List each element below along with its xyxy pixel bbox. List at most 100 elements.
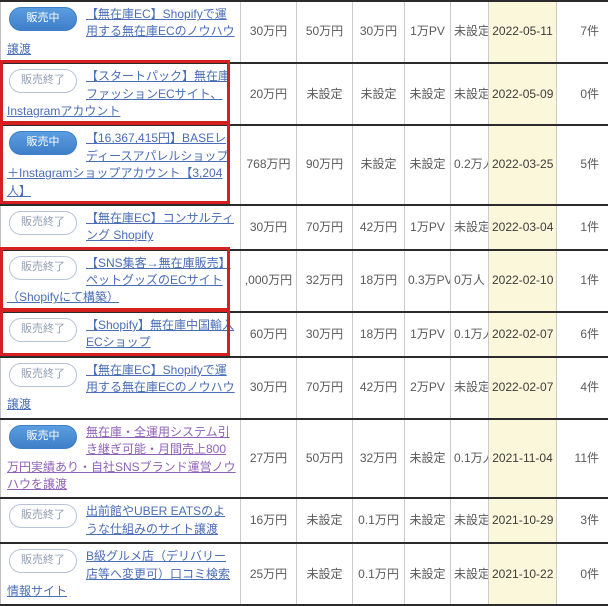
title-cell: 販売中 無在庫・全運用システム引き継ぎ可能・月間売上800万円実績あり・自社SN… bbox=[1, 419, 241, 499]
status-badge: 販売終了 bbox=[9, 256, 77, 280]
date-cell: 2021-11-04 bbox=[489, 419, 557, 499]
inquiry-count-cell: 4件 bbox=[557, 357, 608, 419]
pageview-cell: 2万PV bbox=[405, 357, 451, 419]
price3-cell: 42万円 bbox=[353, 205, 405, 250]
pageview-cell: 1万PV bbox=[405, 1, 451, 63]
inquiry-count-cell: 3件 bbox=[557, 498, 608, 543]
status-badge: 販売終了 bbox=[9, 69, 77, 93]
followers-cell: 未設定 bbox=[451, 1, 489, 63]
price1-cell: 30万円 bbox=[241, 1, 297, 63]
price3-cell: 未設定 bbox=[353, 125, 405, 205]
price2-cell: 未設定 bbox=[297, 63, 353, 125]
followers-cell: 未設定 bbox=[451, 205, 489, 250]
inquiry-count-cell: 5件 bbox=[557, 125, 608, 205]
price3-cell: 0.1万円 bbox=[353, 543, 405, 605]
inquiry-count-cell: 0件 bbox=[557, 543, 608, 605]
inquiry-count-cell: 7件 bbox=[557, 1, 608, 63]
pageview-cell: 未設定 bbox=[405, 543, 451, 605]
followers-cell: 0万人 bbox=[451, 250, 489, 312]
inquiry-count-cell: 1件 bbox=[557, 250, 608, 312]
status-badge: 販売終了 bbox=[9, 549, 77, 573]
status-badge: 販売終了 bbox=[9, 363, 77, 387]
title-cell: 販売終了 【SNS集客→無在庫販売】ペットグッズのECサイト（Shopifyにて… bbox=[1, 250, 241, 312]
date-cell: 2022-02-10 bbox=[489, 250, 557, 312]
price3-cell: 32万円 bbox=[353, 419, 405, 499]
price2-cell: 未設定 bbox=[297, 498, 353, 543]
title-cell: 販売終了 【無在庫EC】Shopifyで運用する無在庫ECのノウハウ譲渡 bbox=[1, 357, 241, 419]
listing-title-link[interactable]: 【無在庫EC】コンサルティング Shopify bbox=[86, 211, 234, 242]
price1-cell: 27万円 bbox=[241, 419, 297, 499]
pageview-cell: 0.3万PV bbox=[405, 250, 451, 312]
price3-cell: 未設定 bbox=[353, 63, 405, 125]
price2-cell: 32万円 bbox=[297, 250, 353, 312]
price2-cell: 30万円 bbox=[297, 312, 353, 357]
table-row: 販売終了 【無在庫EC】コンサルティング Shopify 30万円 70万円 4… bbox=[1, 205, 608, 250]
listing-title-link[interactable]: 出前館やUBER EATSのような仕組みのサイト譲渡 bbox=[86, 504, 225, 535]
title-cell: 販売終了 出前館やUBER EATSのような仕組みのサイト譲渡 bbox=[1, 498, 241, 543]
date-cell: 2021-10-22 bbox=[489, 543, 557, 605]
pageview-cell: 1万PV bbox=[405, 312, 451, 357]
table-row: 販売中 【16,367,415円】BASEレディースアパレルショップ＋Insta… bbox=[1, 125, 608, 205]
followers-cell: 未設定 bbox=[451, 357, 489, 419]
table-row: 販売終了 【スタートパック】無在庫ファッションECサイト、Instagramアカ… bbox=[1, 63, 608, 125]
status-badge: 販売終了 bbox=[9, 318, 77, 342]
table-row: 販売終了 出前館やUBER EATSのような仕組みのサイト譲渡 16万円 未設定… bbox=[1, 498, 608, 543]
followers-cell: 0.1万人 bbox=[451, 419, 489, 499]
followers-cell: 未設定 bbox=[451, 63, 489, 125]
table-row: 販売終了 【Shopify】無在庫中国輸入ECショップ 60万円 30万円 18… bbox=[1, 312, 608, 357]
price2-cell: 50万円 bbox=[297, 1, 353, 63]
inquiry-count-cell: 6件 bbox=[557, 312, 608, 357]
price2-cell: 未設定 bbox=[297, 543, 353, 605]
status-badge: 販売終了 bbox=[9, 504, 77, 528]
price1-cell: 16万円 bbox=[241, 498, 297, 543]
table-row: 販売終了 【無在庫EC】Shopifyで運用する無在庫ECのノウハウ譲渡 30万… bbox=[1, 357, 608, 419]
price3-cell: 18万円 bbox=[353, 312, 405, 357]
listing-title-link[interactable]: 【Shopify】無在庫中国輸入ECショップ bbox=[86, 318, 234, 349]
date-cell: 2021-10-29 bbox=[489, 498, 557, 543]
price1-cell: 60万円 bbox=[241, 312, 297, 357]
price2-cell: 90万円 bbox=[297, 125, 353, 205]
price3-cell: 30万円 bbox=[353, 1, 405, 63]
pageview-cell: 未設定 bbox=[405, 125, 451, 205]
table-row: 販売終了 B級グルメ店（デリバリー店等へ変更可）口コミ検索情報サイト 25万円 … bbox=[1, 543, 608, 605]
price2-cell: 70万円 bbox=[297, 357, 353, 419]
date-cell: 2022-03-04 bbox=[489, 205, 557, 250]
table-row: 販売中 無在庫・全運用システム引き継ぎ可能・月間売上800万円実績あり・自社SN… bbox=[1, 419, 608, 499]
pageview-cell: 未設定 bbox=[405, 63, 451, 125]
title-cell: 販売終了 【スタートパック】無在庫ファッションECサイト、Instagramアカ… bbox=[1, 63, 241, 125]
title-cell: 販売中 【16,367,415円】BASEレディースアパレルショップ＋Insta… bbox=[1, 125, 241, 205]
pageview-cell: 未設定 bbox=[405, 419, 451, 499]
status-badge: 販売中 bbox=[9, 131, 77, 155]
inquiry-count-cell: 0件 bbox=[557, 63, 608, 125]
price1-cell: 768万円 bbox=[241, 125, 297, 205]
table-row: 販売中 【無在庫EC】Shopifyで運用する無在庫ECのノウハウ譲渡 30万円… bbox=[1, 1, 608, 63]
price1-cell: 25万円 bbox=[241, 543, 297, 605]
status-badge: 販売中 bbox=[9, 425, 77, 449]
inquiry-count-cell: 1件 bbox=[557, 205, 608, 250]
status-badge: 販売中 bbox=[9, 7, 77, 31]
date-cell: 2022-02-07 bbox=[489, 312, 557, 357]
price1-cell: 20万円 bbox=[241, 63, 297, 125]
date-cell: 2022-03-25 bbox=[489, 125, 557, 205]
followers-cell: 未設定 bbox=[451, 543, 489, 605]
pageview-cell: 未設定 bbox=[405, 498, 451, 543]
date-cell: 2022-02-07 bbox=[489, 357, 557, 419]
followers-cell: 未設定 bbox=[451, 498, 489, 543]
status-badge: 販売終了 bbox=[9, 211, 77, 235]
date-cell: 2022-05-11 bbox=[489, 1, 557, 63]
price2-cell: 70万円 bbox=[297, 205, 353, 250]
followers-cell: 0.1万人 bbox=[451, 312, 489, 357]
inquiry-count-cell: 11件 bbox=[557, 419, 608, 499]
followers-cell: 0.2万人 bbox=[451, 125, 489, 205]
price1-cell: ,000万円 bbox=[241, 250, 297, 312]
title-cell: 販売終了 B級グルメ店（デリバリー店等へ変更可）口コミ検索情報サイト bbox=[1, 543, 241, 605]
title-cell: 販売終了 【Shopify】無在庫中国輸入ECショップ bbox=[1, 312, 241, 357]
price1-cell: 30万円 bbox=[241, 205, 297, 250]
price3-cell: 42万円 bbox=[353, 357, 405, 419]
price3-cell: 18万円 bbox=[353, 250, 405, 312]
date-cell: 2022-05-09 bbox=[489, 63, 557, 125]
pageview-cell: 1万PV bbox=[405, 205, 451, 250]
price1-cell: 30万円 bbox=[241, 357, 297, 419]
